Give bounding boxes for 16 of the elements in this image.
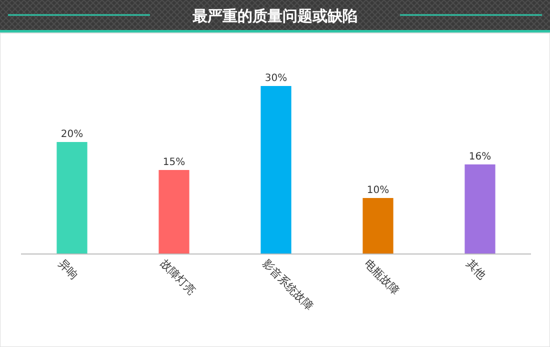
data-label: 16% xyxy=(468,151,492,162)
bar xyxy=(260,86,292,254)
chart-title: 最严重的质量问题或缺陷 xyxy=(192,7,358,25)
x-tick-label: 异响 xyxy=(56,257,81,282)
bar xyxy=(464,164,496,254)
x-tick-label: 电瓶故障 xyxy=(362,257,402,298)
data-label: 30% xyxy=(264,73,288,84)
x-tick-label: 故障灯亮 xyxy=(158,257,198,298)
data-label: 10% xyxy=(366,185,390,196)
x-tick-label: 其他 xyxy=(464,257,489,282)
data-label: 15% xyxy=(162,157,186,168)
bar xyxy=(158,170,190,254)
x-tick-label: 影音系统故障 xyxy=(260,257,316,313)
data-label: 20% xyxy=(60,129,84,140)
bar xyxy=(362,198,394,254)
bar xyxy=(56,142,88,254)
